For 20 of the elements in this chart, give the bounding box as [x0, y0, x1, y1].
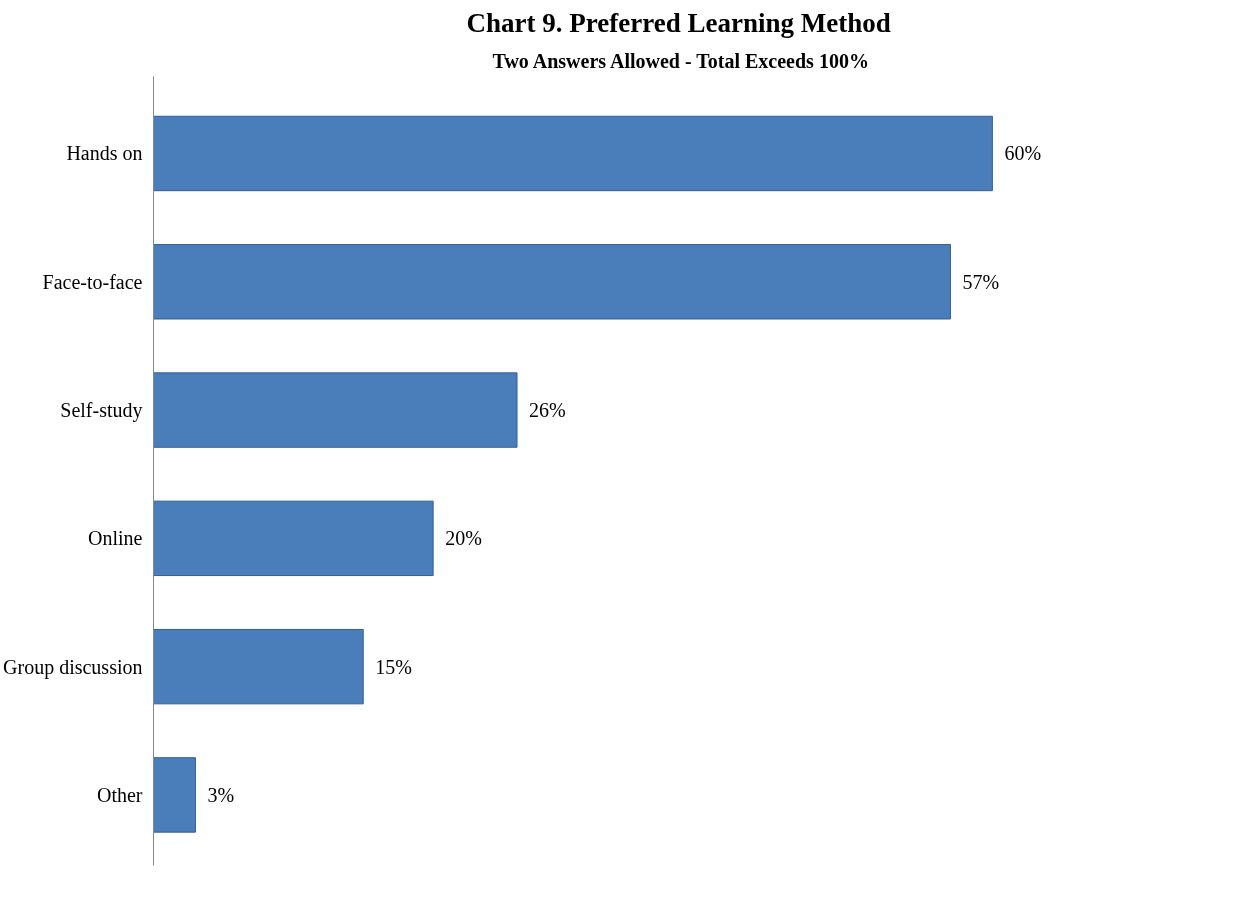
bar: [153, 244, 951, 320]
y-tick-label: Online: [88, 527, 143, 550]
y-tick-label: Hands on: [66, 142, 143, 165]
chart-title: Chart 9. Preferred Learning Method: [466, 7, 891, 38]
data-label: 20%: [445, 527, 482, 550]
data-label: 57%: [962, 270, 1000, 293]
data-label: 60%: [1004, 142, 1042, 165]
bar: [153, 372, 518, 448]
bar: [153, 628, 364, 705]
data-label: 3%: [207, 783, 235, 806]
data-label: 26%: [529, 399, 566, 422]
y-tick-label: Other: [96, 783, 143, 806]
bar: [153, 500, 434, 577]
y-tick-label: Self-study: [60, 399, 143, 423]
chart-subtitle: Two Answers Allowed - Total Exceeds 100%: [492, 49, 869, 72]
bar: [153, 115, 993, 192]
bar: [153, 757, 196, 833]
y-tick-label: Group discussion: [3, 655, 143, 679]
y-tick-label: Face-to-face: [42, 270, 143, 293]
data-label: 15%: [375, 655, 412, 678]
